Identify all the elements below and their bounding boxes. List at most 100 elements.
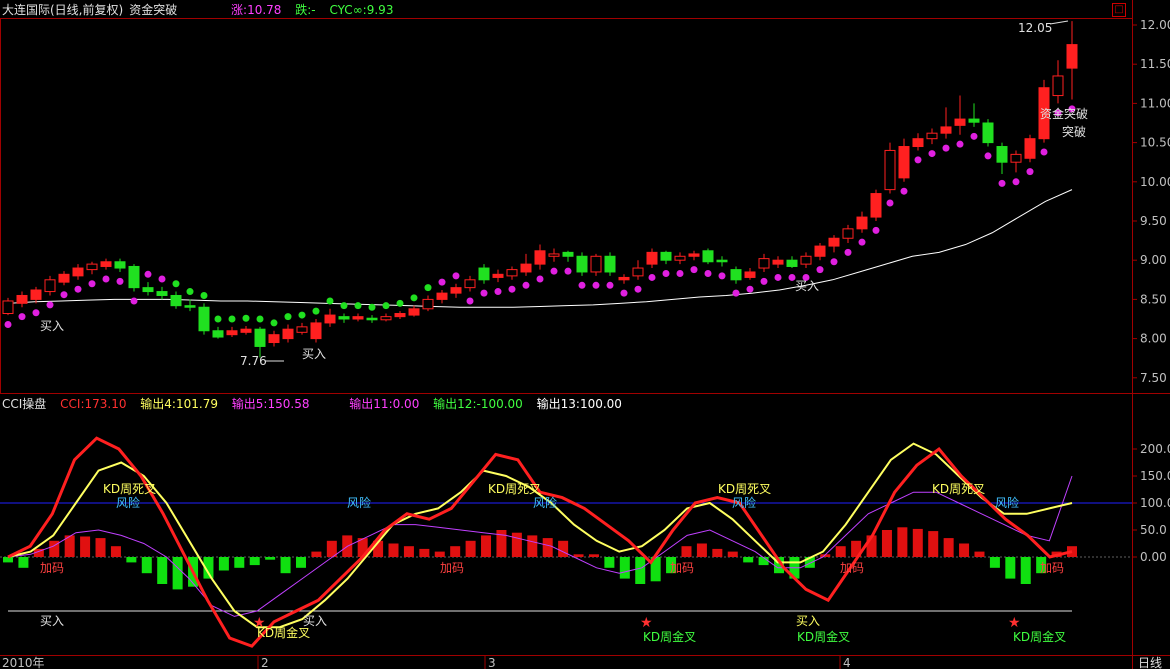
candle-body (688, 253, 700, 257)
cci-bar (558, 540, 569, 557)
star-icon: ★ (253, 615, 266, 631)
add-3: 加码 (670, 561, 694, 575)
cci-bar (1020, 557, 1031, 584)
sar-dot (466, 297, 474, 305)
sar-dot (1040, 148, 1048, 156)
buy-signal-3: 买入 (795, 279, 819, 293)
price-tick-label: 8.00 (1140, 332, 1167, 346)
candle-body (338, 316, 350, 320)
cci-bar (157, 557, 168, 584)
period-button[interactable]: 日线 (1138, 656, 1162, 669)
sar-dot (214, 315, 222, 323)
candle-body (674, 255, 686, 261)
kd-gold-1: KD周金叉 (257, 625, 310, 640)
candle-body (1066, 44, 1078, 69)
cci-bar (604, 557, 615, 568)
sar-dot (746, 285, 754, 293)
cci-bar (295, 557, 306, 568)
candle-body (702, 250, 714, 263)
buy-signal-1: 买入 (40, 319, 64, 333)
candle-body (940, 126, 952, 134)
risk-3: 风险 (533, 495, 557, 510)
sar-dot (46, 301, 54, 309)
candle-body (86, 263, 98, 271)
candle-body (576, 255, 588, 273)
moving-average-line (7, 189, 1073, 308)
candle-body (968, 118, 980, 123)
year-label: 2010年 (2, 656, 45, 669)
sar-dot (130, 297, 138, 305)
candle-body (562, 251, 574, 257)
sar-dot (4, 320, 12, 328)
candle-body (632, 267, 644, 277)
out11-value: 输出11:0.00 (349, 397, 420, 411)
sar-dot (508, 285, 516, 293)
buy-signal-2: 买入 (302, 347, 326, 361)
cci-axis: 200.0 150.0 100.0 50.0 0.00 (1132, 442, 1170, 564)
candle-body (2, 300, 14, 315)
kd-dead-2: KD周死叉 (488, 482, 541, 496)
cci-bar (897, 527, 908, 557)
sar-dot (382, 302, 390, 310)
candle-body (926, 132, 938, 140)
star-icon: ★ (1008, 615, 1021, 631)
sar-dot (242, 314, 250, 322)
sar-dot (606, 281, 614, 289)
candle-body (618, 276, 630, 281)
kd-dead-1: KD周死叉 (103, 482, 156, 496)
cci-bar (3, 557, 13, 563)
cci-bar (49, 540, 60, 557)
sar-dot (998, 179, 1006, 187)
sar-dot (116, 277, 124, 285)
sar-dot (564, 267, 572, 275)
cci-bar (881, 530, 892, 557)
candle-body (1052, 75, 1064, 97)
out4-value: 输出4:101.79 (140, 397, 218, 411)
candle-body (450, 287, 462, 294)
candle-body (296, 326, 308, 333)
sar-dot (662, 270, 670, 278)
cci-bar (434, 551, 445, 557)
cci-bar (95, 538, 106, 557)
cci-bar (465, 540, 476, 557)
price-tick-label: 12.00 (1140, 18, 1170, 32)
cci-bar (419, 548, 430, 557)
cci-tick-label: 150.0 (1140, 469, 1170, 483)
kd-gold-3: KD周金叉 (797, 629, 850, 644)
candle-body (352, 316, 364, 320)
cci-bar (974, 551, 985, 557)
cci-title[interactable]: CCI操盘 (2, 397, 47, 411)
sar-dot (900, 187, 908, 195)
out4-line (7, 442, 1073, 629)
candle-body (604, 255, 616, 273)
candle-body (590, 255, 602, 273)
sar-dots (4, 105, 1076, 328)
candle-body (58, 273, 70, 283)
candle-body (310, 322, 322, 340)
price-tick-label: 11.00 (1140, 96, 1170, 110)
sar-dot (88, 280, 96, 288)
kd-dead-4: KD周死叉 (932, 482, 985, 496)
close-window-icon[interactable]: □ (1112, 3, 1126, 17)
cci-tick-label: 50.0 (1140, 523, 1167, 537)
candle-body (366, 317, 378, 321)
sar-dot (732, 289, 740, 297)
candle-body (436, 292, 448, 300)
kd-dead-3: KD周死叉 (718, 482, 771, 496)
month-label-3: 3 (488, 656, 496, 669)
candle-body (646, 251, 658, 265)
sar-dot (18, 313, 26, 321)
cci-tick-label: 0.00 (1140, 550, 1167, 564)
candle-body (324, 314, 336, 324)
sub-header: CCI操盘 CCI:173.10 输出4:101.79 输出5:150.58 输… (2, 395, 632, 413)
candle-body (912, 138, 924, 148)
sar-dot (410, 294, 418, 302)
sar-dot (144, 270, 152, 278)
star-icon: ★ (640, 615, 653, 631)
candle-body (30, 289, 42, 300)
die-value: 跌:- (295, 3, 316, 17)
cci-bar (573, 554, 584, 557)
indicator-name[interactable]: 资金突破 (129, 3, 178, 17)
cci-bar (943, 538, 954, 557)
